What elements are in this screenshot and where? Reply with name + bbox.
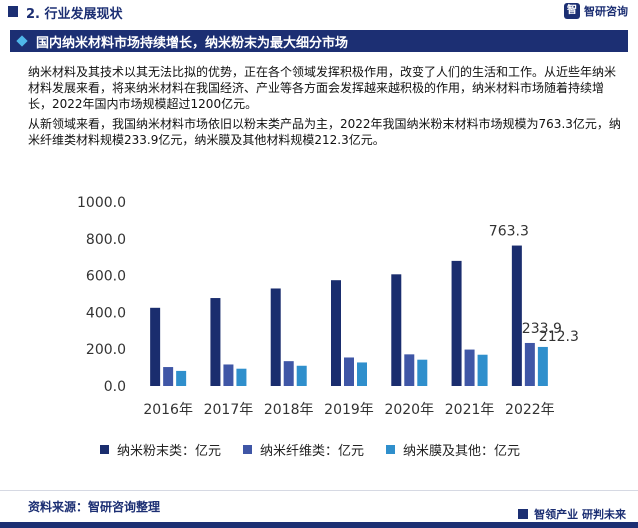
- x-tick-label: 2019年: [324, 402, 374, 418]
- bar: [150, 307, 161, 386]
- bar: [176, 370, 187, 386]
- bar: [163, 367, 174, 386]
- brand-logo: 智 智研咨询: [564, 3, 628, 19]
- bar: [236, 368, 247, 386]
- y-tick-label: 0.0: [104, 379, 126, 395]
- bar: [296, 365, 307, 386]
- bar: [331, 280, 341, 386]
- bar: [223, 364, 234, 386]
- legend-label: 纳米纤维类：亿元: [260, 444, 365, 459]
- bar: [270, 288, 281, 386]
- headline-title: 国内纳米材料市场持续增长，纳米粉末为最大细分市场: [36, 36, 349, 51]
- footer-logo-icon: [518, 509, 529, 519]
- y-tick-label: 600.0: [86, 269, 126, 285]
- legend-swatch: [243, 445, 253, 454]
- legend-item: 纳米粉末类：亿元: [100, 440, 221, 459]
- data-label: 212.3: [539, 329, 579, 345]
- bar: [464, 349, 475, 386]
- legend-swatch: [100, 445, 109, 454]
- legend-label: 纳米粉末类：亿元: [117, 444, 222, 459]
- bar: [404, 354, 415, 386]
- body-paragraph-1: 纳米材料及其技术以其无法比拟的优势，正在各个领域发挥积极作用，改变了人们的生活和…: [28, 65, 617, 111]
- data-label: 233.9: [522, 321, 562, 337]
- footer-brand: 智领产业 研判未来: [518, 506, 626, 522]
- chart-legend: 纳米粉末类：亿元 纳米纤维类：亿元 纳米膜及其他：亿元: [100, 440, 520, 459]
- y-tick-label: 200.0: [86, 342, 126, 358]
- bar: [344, 357, 354, 386]
- bar: [511, 245, 522, 386]
- top-bar: 2. 行业发展现状 智 智研咨询: [0, 0, 638, 24]
- headline-banner: 国内纳米材料市场持续增长，纳米粉末为最大细分市场: [10, 30, 628, 52]
- bar: [283, 361, 294, 386]
- y-tick-label: 400.0: [86, 305, 126, 321]
- y-tick-label: 800.0: [86, 232, 126, 248]
- bar: [417, 359, 428, 386]
- legend-label: 纳米膜及其他：亿元: [403, 444, 521, 459]
- x-tick-label: 2016年: [143, 402, 193, 418]
- divider: [0, 490, 638, 491]
- logo-text: 智研咨询: [584, 5, 628, 18]
- data-label: 763.3: [489, 224, 529, 240]
- x-tick-label: 2021年: [445, 402, 495, 418]
- y-tick-label: 1000.0: [77, 195, 126, 211]
- body-paragraph-2: 从新领域来看，我国纳米材料市场依旧以粉末类产品为主，2022年我国纳米粉末材料市…: [28, 117, 621, 147]
- bar: [210, 298, 221, 386]
- bar: [451, 260, 462, 386]
- x-tick-label: 2020年: [384, 402, 434, 418]
- bar-chart: 0.0 200.0 400.0 600.0 800.0 1000.0 2016年 2017年 2…: [77, 195, 579, 418]
- bottom-bar: [0, 522, 638, 528]
- legend-item: 纳米纤维类：亿元: [243, 440, 364, 459]
- logo-icon: 智: [564, 3, 580, 19]
- diamond-icon: [16, 35, 28, 47]
- bar: [391, 274, 402, 386]
- bar: [524, 342, 535, 386]
- x-tick-label: 2022年: [505, 402, 555, 418]
- bar: [537, 346, 548, 386]
- x-tick-label: 2017年: [204, 402, 254, 418]
- x-tick-label: 2018年: [264, 402, 314, 418]
- bar: [477, 354, 488, 386]
- section-marker: [8, 6, 18, 17]
- section-title: 2. 行业发展现状: [26, 7, 123, 22]
- legend-item: 纳米膜及其他：亿元: [386, 440, 520, 459]
- footer-slogan: 智领产业 研判未来: [534, 508, 626, 521]
- bar: [357, 362, 367, 386]
- source-note: 资料来源：智研咨询整理: [28, 500, 161, 514]
- legend-swatch: [386, 445, 396, 454]
